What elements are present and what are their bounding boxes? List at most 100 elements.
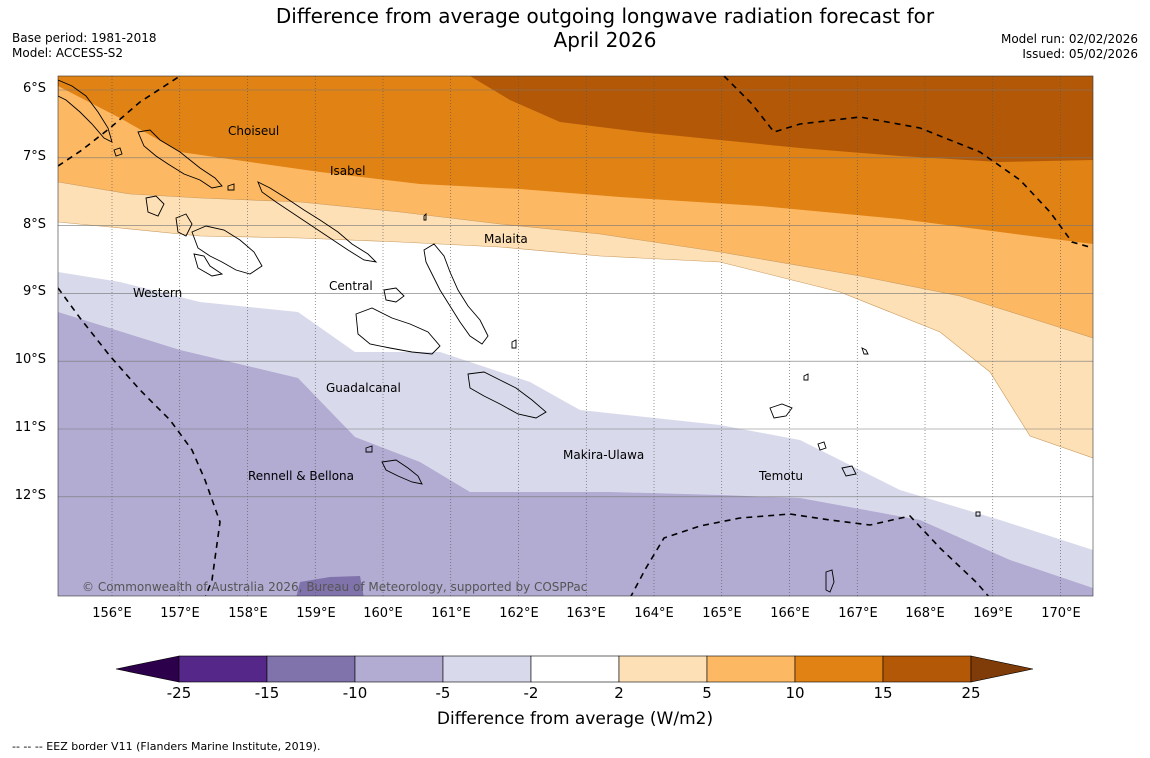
lon-label: 162°E [499,606,539,621]
eez-border-northeast [723,76,1093,249]
florida-islands [383,287,405,303]
colorbar-extend-high [970,655,1034,683]
choiseul-island [137,129,223,189]
lon-label: 163°E [566,606,606,621]
santa-cruz-island [769,403,793,419]
vanikoro-island [841,465,857,477]
meta-right: Model run: 02/02/2026 Issued: 05/02/2026 [1001,32,1138,62]
place-rennell-bellona: Rennell & Bellona [248,469,355,483]
lat-label: 6°S [22,81,46,96]
meta-left: Base period: 1981-2018 Model: ACCESS-S2 [12,31,157,61]
colorbar-tick: -10 [342,684,368,702]
chart-title: Difference from average outgoing longwav… [200,4,1010,52]
colorbar-segment [442,655,532,683]
colorbar-segment [178,655,268,683]
place-temotu: Temotu [759,469,804,483]
rendova-island [193,253,224,277]
lon-label: 165°E [702,606,742,621]
lon-label: 156°E [92,606,132,621]
lon-label: 168°E [905,606,945,621]
map-frame [57,75,1094,597]
title-line-1: Difference from average outgoing longwav… [275,4,935,28]
reef-islands [861,347,869,355]
place-central: Central [329,279,373,293]
eez-footnote: -- -- -- EEZ border V11 (Flanders Marine… [12,740,321,753]
colorbar [115,655,1034,683]
colorbar-tick: -5 [435,684,451,702]
lon-label: 157°E [160,606,200,621]
colorbar-segment [882,655,972,683]
tikopia-island [975,511,981,517]
lon-label: 160°E [363,606,403,621]
graticule [58,76,1093,596]
colorbar-label: Difference from average (W/m2) [436,709,714,729]
lat-label: 7°S [22,149,46,164]
ontong-java-islet [423,212,427,221]
title-line-2: April 2026 [553,28,657,52]
bougainville-coast [58,79,113,143]
colorbar-tick: 10 [785,684,805,702]
malaita-island [423,243,489,345]
colorbar-segment [530,655,620,683]
vella-lavella-island [145,195,165,217]
colorbar-segment [706,655,796,683]
eez-borders [58,76,1093,596]
anuta-island [825,569,835,593]
colorbar-segment [266,655,356,683]
santa-isabel-island [257,181,378,263]
islands [58,79,981,593]
place-makira-ulawa: Makira-Ulawa [563,448,645,462]
lat-label: 8°S [22,217,46,232]
place-western: Western [133,286,183,300]
place-malaita: Malaita [484,232,528,246]
colorbar-tick: -15 [254,684,280,702]
colorbar-segment [618,655,708,683]
place-isabel: Isabel [330,164,366,178]
map-plot-area [58,76,1093,596]
band-minus15-minus10-patch [296,576,364,596]
colorbar-tick: 2 [614,684,624,702]
colorbar-tick: -2 [523,684,539,702]
bellona-island [365,445,373,453]
treasury-islands [113,147,123,157]
place-choiseul: Choiseul [228,124,280,138]
place-guadalcanal: Guadalcanal [326,381,401,395]
lon-label: 167°E [838,606,878,621]
colorbar-tick: 5 [702,684,712,702]
band-plus15-plus25 [470,76,1093,162]
model-name: Model: ACCESS-S2 [12,46,124,60]
lon-label: 170°E [1041,606,1081,621]
duff-islands [803,373,809,381]
lon-label: 166°E [770,606,810,621]
new-georgia-group [191,225,263,275]
copyright-notice: © Commonwealth of Australia 2026, Bureau… [82,580,588,594]
guadalcanal-island [355,307,441,355]
lat-label: 9°S [22,284,46,299]
colorbar-segment [354,655,444,683]
contour-lines [58,181,1093,459]
colorbar-segment [794,655,884,683]
lat-label: 12°S [14,488,46,503]
sikaiana-atoll [511,339,517,349]
rennell-island [381,459,423,485]
eez-border-southwest [58,287,221,596]
base-period: Base period: 1981-2018 [12,31,157,45]
lon-label: 164°E [634,606,674,621]
colorbar-tick: 15 [873,684,893,702]
new-georgia-island [175,213,193,237]
shortland-islands [227,183,235,191]
issued-date: Issued: 05/02/2026 [1022,47,1138,61]
makira-island [467,371,547,419]
lat-label: 10°S [14,352,46,367]
model-run: Model run: 02/02/2026 [1000,32,1138,46]
colorbar-tick: 25 [961,684,981,702]
lon-label: 158°E [228,606,268,621]
colorbar-extend-low [115,655,180,683]
lon-label: 169°E [973,606,1013,621]
colorbar-tick: -25 [166,684,192,702]
lon-label: 159°E [296,606,336,621]
lon-label: 161°E [431,606,471,621]
lat-label: 11°S [14,420,46,435]
utupua-island [817,441,827,451]
